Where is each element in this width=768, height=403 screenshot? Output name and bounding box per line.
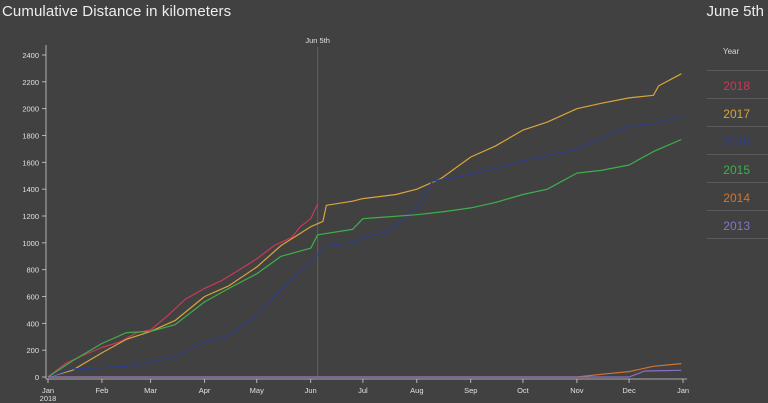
date-marker-label: Jun 5th <box>305 36 330 45</box>
current-date-readout: June 5th <box>706 3 764 20</box>
legend-header: Year <box>707 40 768 71</box>
x-tick-label: Jan <box>42 386 54 395</box>
x-tick-label: Jun <box>305 386 317 395</box>
axes: 0 200 400 600 800 1000 1200 1400 1600 1800 2000 220… <box>22 45 689 403</box>
series-line-2013 <box>48 369 682 378</box>
y-tick-label: 600 <box>26 293 39 302</box>
y-tick-label: 1000 <box>22 239 39 248</box>
y-tick-label: 1800 <box>22 132 39 141</box>
series-line-2017 <box>47 73 682 378</box>
x-tick-label: Jan <box>677 386 689 395</box>
y-tick-label: 1400 <box>22 185 39 194</box>
x-tick-label: May <box>250 386 264 395</box>
legend-item-2017[interactable]: 2017 <box>707 99 768 127</box>
series-line-2014 <box>48 363 682 378</box>
y-tick-label: 400 <box>26 319 39 328</box>
y-tick-label: 1200 <box>22 212 39 221</box>
x-tick-label: Apr <box>199 386 211 395</box>
x-tick-sublabel: 2018 <box>40 394 57 403</box>
series-lines <box>47 73 682 378</box>
x-tick-label: Feb <box>95 386 108 395</box>
x-tick-label: Dec <box>622 386 636 395</box>
date-marker: Jun 5th <box>305 36 330 379</box>
year-legend: Year 2018 2017 2016 2015 2014 2013 <box>707 40 768 239</box>
x-tick-label: Aug <box>410 386 423 395</box>
series-line-2018 <box>47 203 319 378</box>
y-tick-label: 0 <box>35 373 39 382</box>
x-tick-label: Sep <box>464 386 477 395</box>
legend-item-2018[interactable]: 2018 <box>707 71 768 99</box>
y-tick-label: 2000 <box>22 105 39 114</box>
y-tick-label: 200 <box>26 346 39 355</box>
y-tick-label: 2200 <box>22 78 39 87</box>
x-tick-label: Nov <box>570 386 584 395</box>
chart-title: Cumulative Distance in kilometers <box>2 3 232 20</box>
x-tick-label: Oct <box>517 386 530 395</box>
y-tick-label: 2400 <box>22 51 39 60</box>
series-line-2016 <box>47 116 682 378</box>
legend-item-2016[interactable]: 2016 <box>707 127 768 155</box>
y-tick-label: 1600 <box>22 158 39 167</box>
x-tick-label: Mar <box>144 386 157 395</box>
legend-item-2015[interactable]: 2015 <box>707 155 768 183</box>
legend-item-2014[interactable]: 2014 <box>707 183 768 211</box>
series-line-2015 <box>47 138 682 378</box>
legend-item-2013[interactable]: 2013 <box>707 211 768 239</box>
x-tick-label: Jul <box>358 386 368 395</box>
y-tick-label: 800 <box>26 266 39 275</box>
